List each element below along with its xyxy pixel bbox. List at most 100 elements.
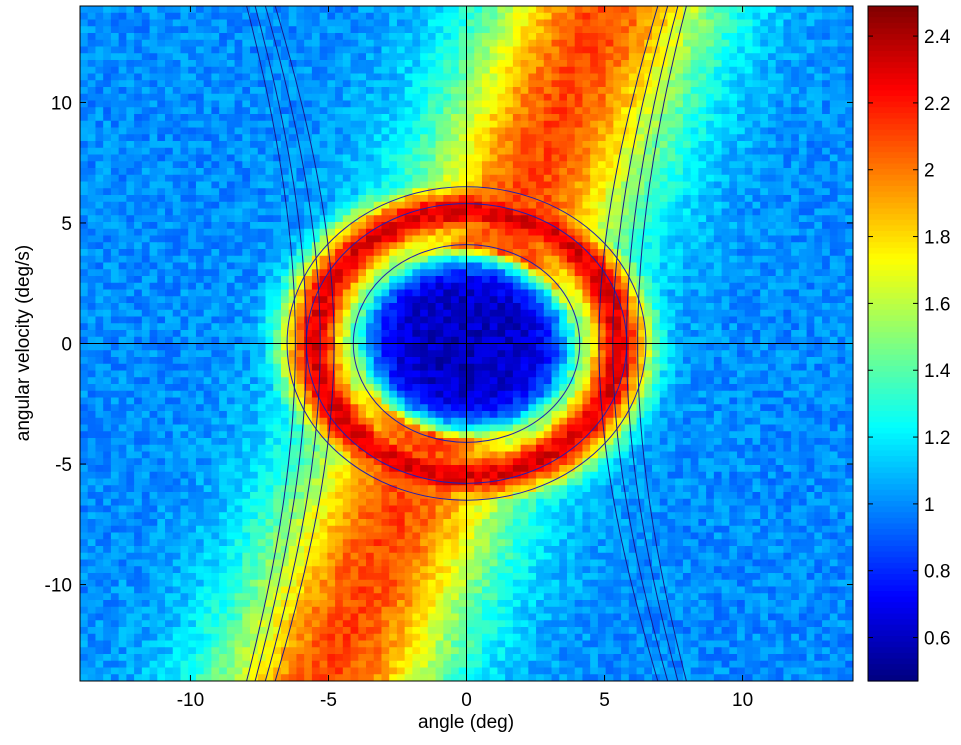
heatmap-cell <box>396 154 406 162</box>
heatmap-cell <box>211 660 220 669</box>
heatmap-cell <box>118 282 127 291</box>
heatmap-cell <box>126 12 135 21</box>
heatmap-cell <box>118 228 127 237</box>
heatmap-cell <box>211 404 220 412</box>
heatmap-cell <box>396 309 406 318</box>
heatmap-cell <box>250 66 259 75</box>
heatmap-cell <box>458 390 468 399</box>
heatmap-cell <box>80 73 89 81</box>
heatmap-cell <box>226 451 236 459</box>
heatmap-cell <box>211 181 220 189</box>
heatmap-cell <box>389 600 398 608</box>
heatmap-cell <box>265 161 274 169</box>
heatmap-cell <box>219 330 228 338</box>
heatmap-cell <box>188 174 197 183</box>
heatmap-cell <box>110 350 120 358</box>
heatmap-cell <box>335 377 344 385</box>
heatmap-cell <box>396 620 406 628</box>
heatmap-cell <box>435 647 444 655</box>
heatmap-cell <box>265 262 274 270</box>
heatmap-cell <box>211 195 220 203</box>
heatmap-cell <box>172 377 182 385</box>
heatmap-cell <box>342 444 352 453</box>
heatmap-cell <box>435 120 444 129</box>
heatmap-cell <box>188 573 197 581</box>
heatmap-cell <box>265 451 274 459</box>
heatmap-cell <box>273 316 282 324</box>
heatmap-cell <box>335 222 344 230</box>
heatmap-cell <box>203 390 213 399</box>
heatmap-cell <box>80 127 89 135</box>
heatmap-cell <box>373 228 383 237</box>
heatmap-cell <box>366 215 375 223</box>
heatmap-cell <box>141 465 151 473</box>
heatmap-cell <box>350 46 359 54</box>
heatmap-cell <box>188 566 197 574</box>
heatmap-cell <box>195 492 205 500</box>
heatmap-cell <box>219 93 228 102</box>
heatmap-cell <box>103 80 112 88</box>
heatmap-cell <box>373 12 383 21</box>
heatmap-cell <box>404 330 413 338</box>
heatmap-cell <box>165 12 174 21</box>
heatmap-cell <box>80 384 89 392</box>
heatmap-cell <box>134 6 143 14</box>
heatmap-cell <box>342 73 352 81</box>
heatmap-cell <box>311 660 321 669</box>
heatmap-cell <box>110 647 120 655</box>
heatmap-cell <box>242 566 251 574</box>
heatmap-cell <box>335 12 344 21</box>
heatmap-cell <box>219 6 228 14</box>
heatmap-cell <box>126 411 135 419</box>
heatmap-cell <box>311 80 321 88</box>
heatmap-cell <box>87 100 97 108</box>
heatmap-cell <box>165 411 174 419</box>
heatmap-cell <box>265 485 274 493</box>
heatmap-cell <box>203 276 213 284</box>
heatmap-cell <box>288 390 298 399</box>
heatmap-cell <box>404 120 413 129</box>
heatmap-cell <box>226 289 236 297</box>
heatmap-cell <box>203 201 213 210</box>
heatmap-cell <box>134 336 143 345</box>
heatmap-cell <box>87 492 97 500</box>
heatmap-cell <box>404 222 413 230</box>
heatmap-cell <box>110 458 120 466</box>
heatmap-cell <box>288 127 298 135</box>
heatmap-cell <box>396 600 406 608</box>
heatmap-cell <box>443 552 452 561</box>
heatmap-cell <box>180 141 189 149</box>
heatmap-cell <box>165 404 174 412</box>
heatmap-cell <box>350 532 359 540</box>
heatmap-cell <box>327 478 336 486</box>
heatmap-cell <box>451 444 460 453</box>
heatmap-cell <box>234 404 243 412</box>
heatmap-cell <box>389 100 398 108</box>
heatmap-cell <box>358 6 367 14</box>
heatmap-cell <box>103 289 112 297</box>
heatmap-cell <box>126 640 135 648</box>
heatmap-cell <box>342 471 352 480</box>
heatmap-cell <box>242 343 251 351</box>
heatmap-cell <box>389 390 398 399</box>
heatmap-cell <box>435 559 444 567</box>
heatmap-cell <box>327 606 336 615</box>
heatmap-cell <box>219 674 228 681</box>
heatmap-cell <box>373 66 383 75</box>
heatmap-cell <box>412 323 421 331</box>
heatmap-cell <box>350 485 359 493</box>
heatmap-cell <box>319 438 328 446</box>
heatmap-cell <box>358 525 367 534</box>
heatmap-cell <box>420 485 429 493</box>
heatmap-cell <box>234 53 243 61</box>
heatmap-cell <box>118 431 127 439</box>
heatmap-cell <box>188 215 197 223</box>
heatmap-cell <box>110 255 120 264</box>
heatmap-cell <box>342 161 352 169</box>
heatmap-cell <box>103 309 112 318</box>
heatmap-cell <box>157 525 166 534</box>
heatmap-cell <box>126 492 135 500</box>
heatmap-cell <box>420 6 429 14</box>
heatmap-cell <box>319 559 328 567</box>
heatmap-cell <box>366 647 375 655</box>
